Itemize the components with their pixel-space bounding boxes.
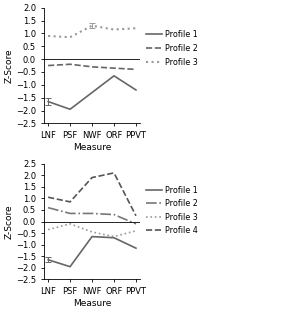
Profile 2 xyxy=(112,66,116,70)
Profile 3 xyxy=(68,35,72,39)
Profile 4 xyxy=(90,176,94,179)
Profile 3 xyxy=(112,235,116,238)
Profile 4 xyxy=(134,214,138,218)
Profile 2 xyxy=(112,213,116,217)
Line: Profile 1: Profile 1 xyxy=(48,236,136,267)
Profile 1 xyxy=(68,265,72,269)
Profile 1 xyxy=(68,107,72,111)
Profile 1 xyxy=(134,246,138,250)
Profile 2 xyxy=(134,67,138,71)
Line: Profile 2: Profile 2 xyxy=(48,64,136,69)
Profile 3 xyxy=(46,228,50,232)
Profile 3 xyxy=(90,24,94,27)
Line: Profile 3: Profile 3 xyxy=(48,26,136,37)
Legend: Profile 1, Profile 2, Profile 3: Profile 1, Profile 2, Profile 3 xyxy=(145,29,198,67)
Profile 1 xyxy=(134,88,138,92)
Profile 3 xyxy=(112,28,116,32)
Profile 2 xyxy=(68,62,72,66)
Profile 2 xyxy=(90,65,94,69)
Legend: Profile 1, Profile 2, Profile 3, Profile 4: Profile 1, Profile 2, Profile 3, Profile… xyxy=(145,185,198,236)
Profile 3 xyxy=(68,222,72,226)
Profile 1 xyxy=(112,236,116,240)
Profile 2 xyxy=(68,212,72,215)
Profile 2 xyxy=(134,222,138,226)
Profile 4 xyxy=(68,200,72,204)
Line: Profile 1: Profile 1 xyxy=(48,76,136,109)
Profile 1 xyxy=(112,74,116,78)
Profile 1 xyxy=(90,235,94,238)
Profile 1 xyxy=(46,100,50,103)
Profile 2 xyxy=(90,212,94,215)
Profile 4 xyxy=(46,195,50,199)
Line: Profile 3: Profile 3 xyxy=(48,224,136,236)
Profile 2 xyxy=(46,64,50,67)
Profile 3 xyxy=(134,27,138,30)
Profile 4 xyxy=(112,171,116,175)
Profile 1 xyxy=(46,258,50,261)
Profile 3 xyxy=(90,230,94,234)
Line: Profile 4: Profile 4 xyxy=(48,173,136,216)
Profile 2 xyxy=(46,206,50,210)
Y-axis label: Z-Score: Z-Score xyxy=(4,204,13,239)
X-axis label: Measure: Measure xyxy=(73,143,111,152)
Profile 1 xyxy=(90,91,94,95)
Line: Profile 2: Profile 2 xyxy=(48,208,136,224)
Y-axis label: Z-Score: Z-Score xyxy=(4,48,13,83)
Profile 3 xyxy=(46,34,50,38)
X-axis label: Measure: Measure xyxy=(73,299,111,308)
Profile 3 xyxy=(134,229,138,233)
